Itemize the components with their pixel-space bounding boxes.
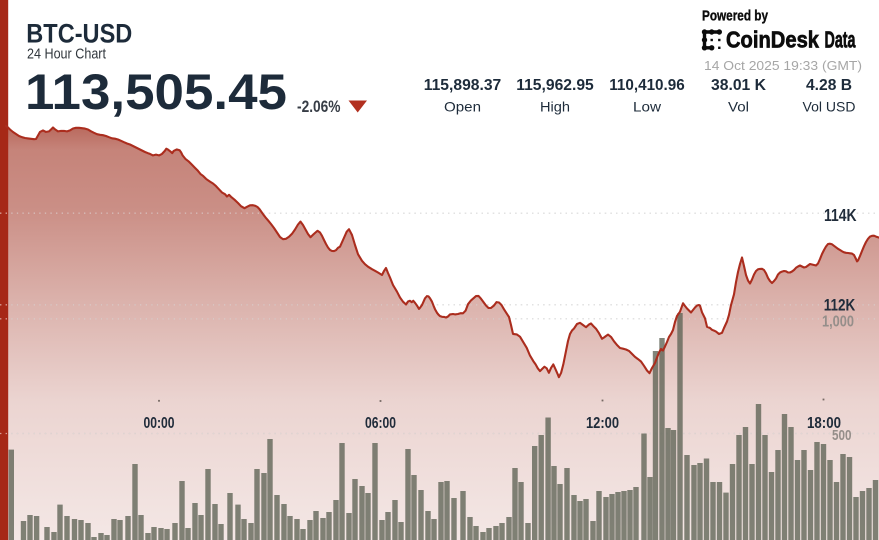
svg-text:Vol: Vol	[728, 99, 749, 115]
svg-text:Open: Open	[444, 99, 481, 115]
svg-text:Data: Data	[825, 26, 856, 52]
svg-text:112K: 112K	[824, 296, 856, 315]
svg-text:High: High	[540, 99, 570, 115]
svg-text:06:00: 06:00	[365, 415, 396, 432]
svg-text:115,962.95: 115,962.95	[516, 77, 594, 94]
svg-text:113,505.45: 113,505.45	[25, 64, 287, 120]
svg-text:-2.06%: -2.06%	[297, 98, 341, 116]
svg-text:110,410.96: 110,410.96	[609, 77, 685, 94]
svg-text:500: 500	[832, 427, 852, 444]
svg-text:00:00: 00:00	[144, 415, 175, 432]
svg-text:Powered by: Powered by	[702, 9, 768, 25]
svg-text:Low: Low	[633, 99, 662, 115]
svg-text:114K: 114K	[824, 205, 857, 225]
svg-text:Vol USD: Vol USD	[803, 99, 856, 115]
svg-text:4.28 B: 4.28 B	[806, 77, 852, 94]
svg-text:CoinDesk: CoinDesk	[726, 26, 819, 52]
svg-text:BTC-USD: BTC-USD	[26, 19, 132, 49]
svg-text:18:00: 18:00	[807, 415, 841, 432]
svg-text:38.01 K: 38.01 K	[711, 77, 766, 94]
svg-text:1,000: 1,000	[822, 313, 854, 330]
svg-text:24 Hour Chart: 24 Hour Chart	[27, 46, 107, 63]
svg-text:12:00: 12:00	[586, 415, 619, 432]
svg-text:14 Oct 2025 19:33 (GMT): 14 Oct 2025 19:33 (GMT)	[704, 58, 862, 73]
svg-text:115,898.37: 115,898.37	[424, 77, 502, 94]
